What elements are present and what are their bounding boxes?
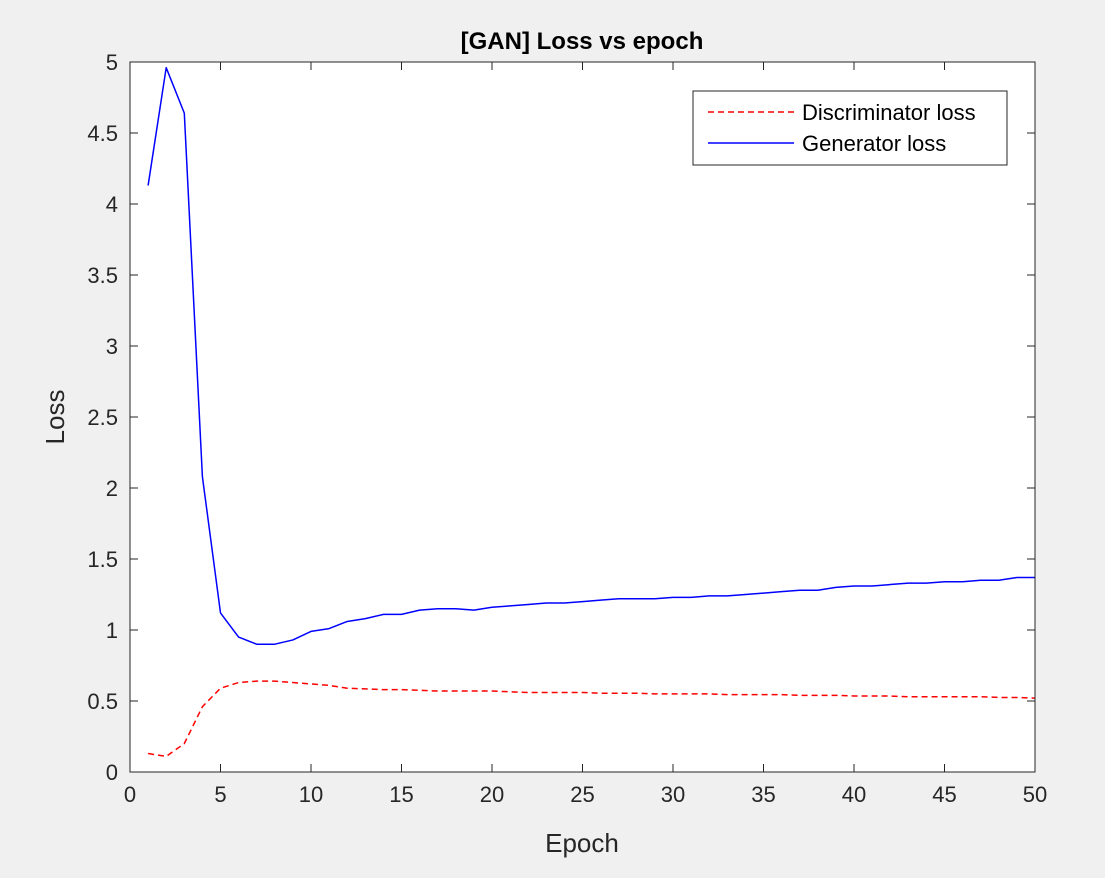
x-tick-label: 40	[842, 782, 866, 807]
plot-area	[130, 62, 1035, 772]
chart-title: [GAN] Loss vs epoch	[461, 28, 704, 55]
ticks-layer: 0 5 10 15 20 25 30 35 40 45 50 0 0.5 1 1.5 2 2.5 3 3.5 4 4.5…	[87, 50, 1047, 807]
y-tick-label: 0.5	[87, 689, 118, 714]
x-tick-label: 10	[299, 782, 323, 807]
y-tick-label: 1	[106, 618, 118, 643]
x-axis-label: Epoch	[545, 828, 619, 858]
x-tick-label: 0	[124, 782, 136, 807]
y-tick-label: 0	[106, 760, 118, 785]
x-tick-label: 35	[751, 782, 775, 807]
x-tick-label: 20	[480, 782, 504, 807]
legend-label-generator: Generator loss	[802, 131, 946, 156]
legend-box	[692, 90, 1008, 166]
legend-label-discriminator: Discriminator loss	[802, 100, 976, 125]
y-tick-label: 4	[106, 192, 118, 217]
axes-box	[129, 61, 1036, 773]
y-tick-label: 3.5	[87, 263, 118, 288]
series-line-generator	[147, 66, 1035, 645]
x-tick-label: 45	[932, 782, 956, 807]
y-tick-label: 4.5	[87, 121, 118, 146]
x-tick-label: 25	[570, 782, 594, 807]
series-line-discriminator	[147, 680, 1036, 758]
legend: Discriminator loss Generator loss	[692, 90, 1008, 166]
y-axis-label: Loss	[40, 390, 70, 445]
y-tick-label: 1.5	[87, 547, 118, 572]
x-tick-label: 5	[214, 782, 226, 807]
x-tick-label: 50	[1023, 782, 1047, 807]
y-tick-label: 3	[106, 334, 118, 359]
x-tick-label: 30	[661, 782, 685, 807]
series-layer	[147, 66, 1036, 758]
x-tick-label: 15	[389, 782, 413, 807]
y-tick-label: 5	[106, 50, 118, 75]
y-tick-label: 2	[106, 476, 118, 501]
y-tick-label: 2.5	[87, 405, 118, 430]
